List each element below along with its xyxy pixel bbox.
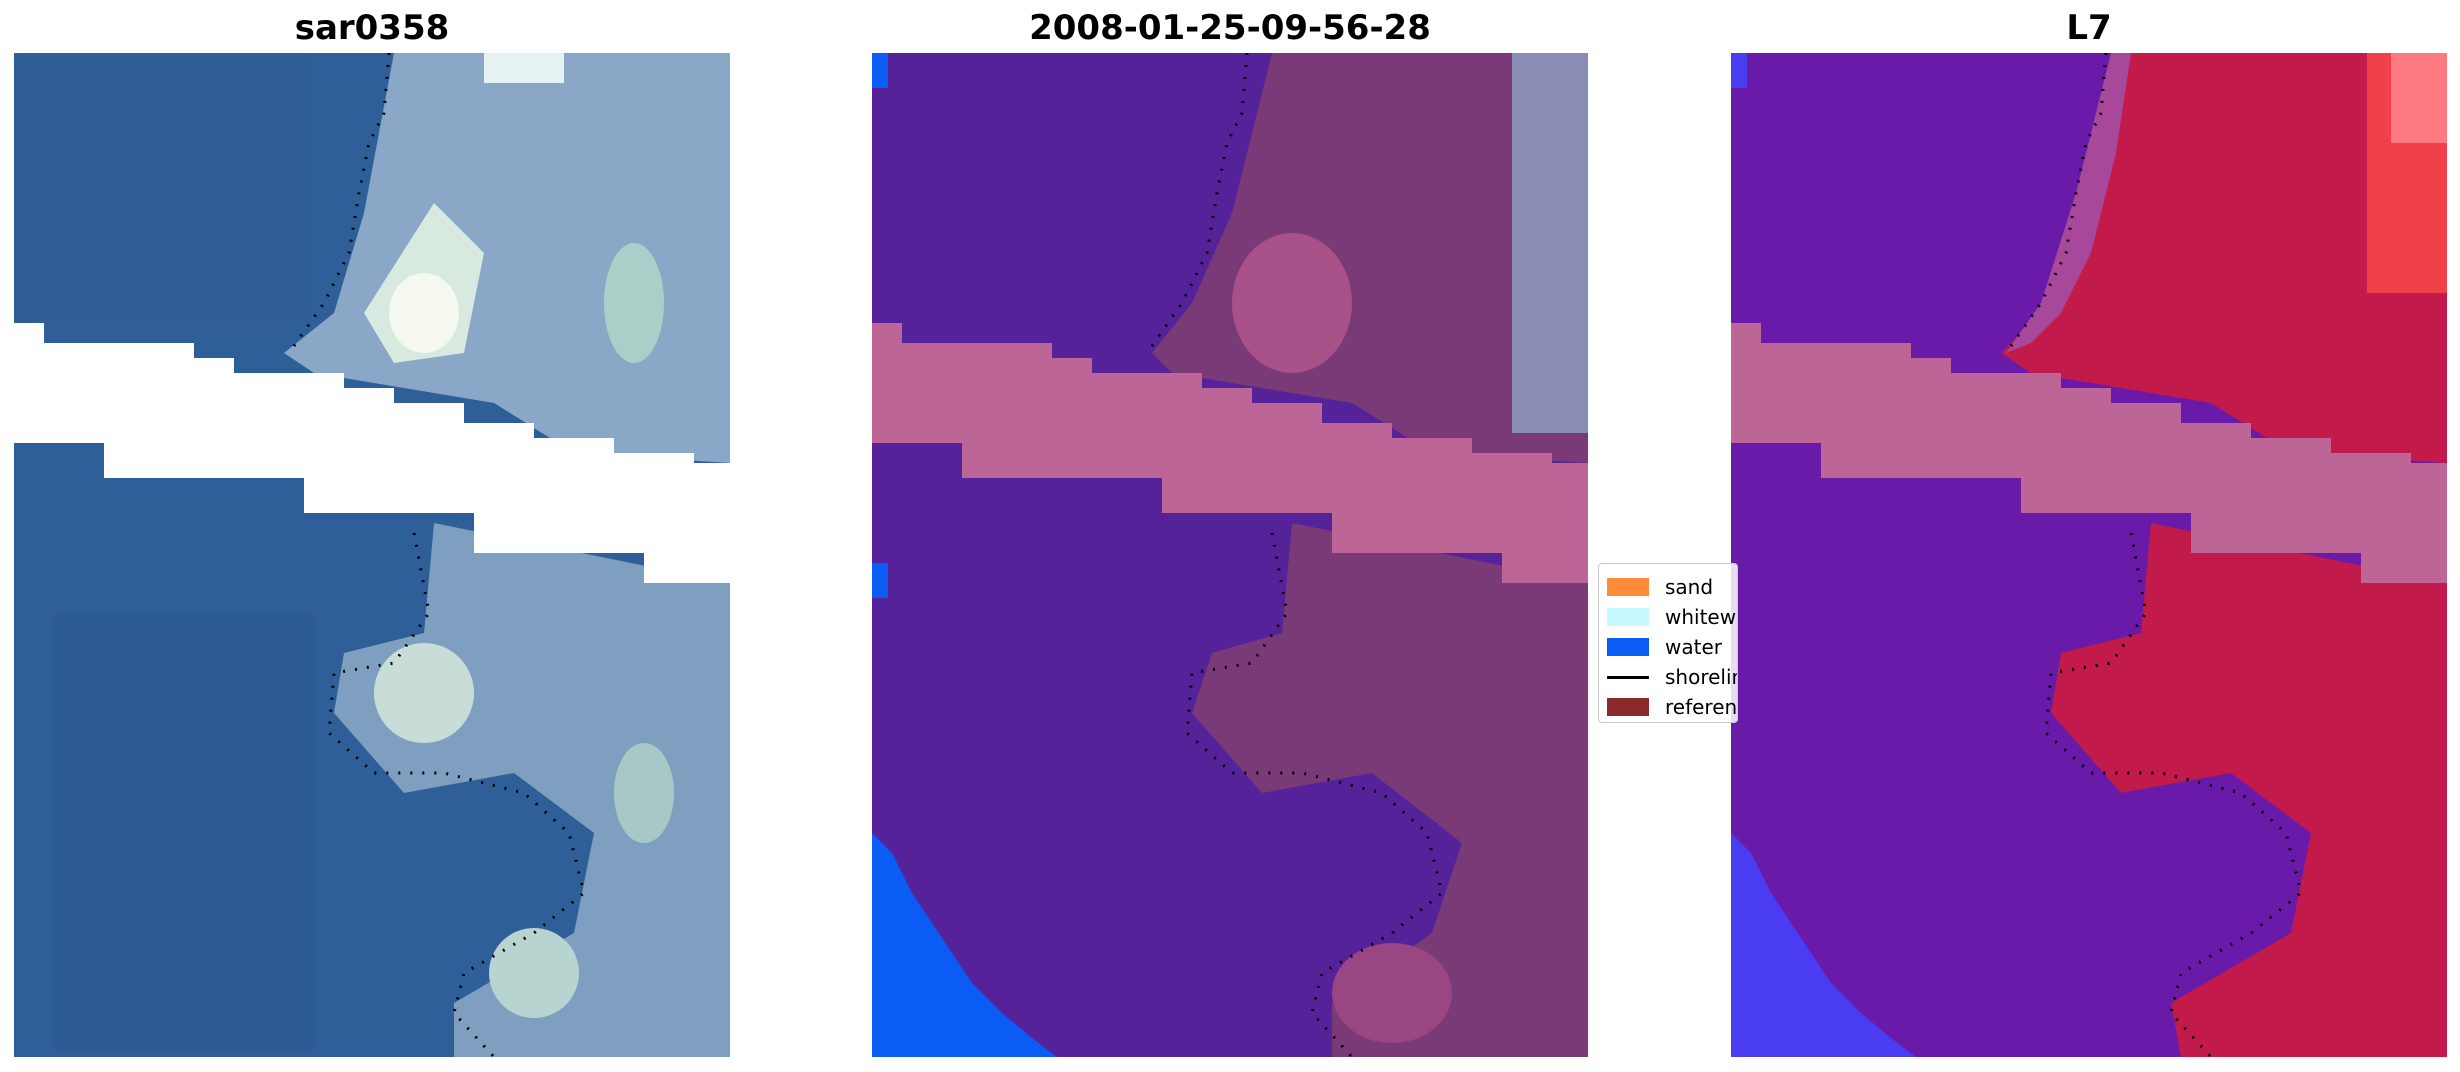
legend-line-shoreline — [1607, 675, 1649, 679]
legend: sand whitewater water shoreline referenc… — [1598, 563, 1738, 723]
index-image-panel — [1731, 53, 2447, 1057]
classified-image-panel — [872, 53, 1588, 1057]
legend-label-reference-shoreline: reference shoreline — [1665, 695, 1738, 719]
legend-label-whitewater: whitewater — [1665, 605, 1737, 629]
legend-item-sand: sand — [1607, 572, 1737, 602]
legend-label-shoreline: shoreline — [1665, 665, 1737, 689]
panel-title-3: L7 — [2066, 8, 2112, 48]
legend-item-shoreline: shoreline — [1607, 662, 1737, 692]
legend-label-water: water — [1665, 635, 1722, 659]
legend-swatch-whitewater — [1607, 608, 1649, 626]
legend-swatch-water — [1607, 638, 1649, 656]
rgb-image — [14, 53, 730, 1057]
rgb-image-panel — [14, 53, 730, 1057]
panel-title-1: sar0358 — [294, 8, 450, 48]
legend-swatch-reference-shoreline — [1607, 698, 1649, 716]
legend-item-water: water — [1607, 632, 1737, 662]
panel-title-2: 2008-01-25-09-56-28 — [1029, 8, 1431, 48]
legend-item-reference-shoreline: reference shoreline — [1607, 692, 1737, 722]
index-image — [1731, 53, 2447, 1057]
classified-image — [872, 53, 1588, 1057]
legend-swatch-sand — [1607, 578, 1649, 596]
legend-item-whitewater: whitewater — [1607, 602, 1737, 632]
legend-label-sand: sand — [1665, 575, 1714, 599]
